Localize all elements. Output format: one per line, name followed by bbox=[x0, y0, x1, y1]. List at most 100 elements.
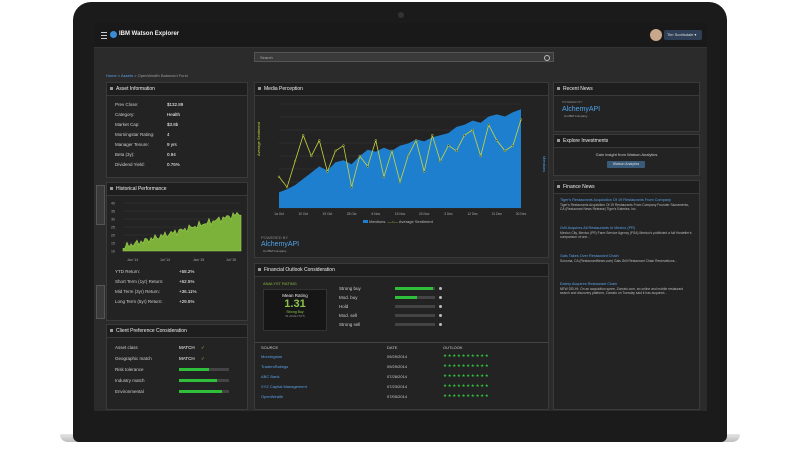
app-title: IBM Watson Explorer bbox=[119, 31, 180, 37]
sentiment-point bbox=[423, 170, 426, 173]
news-item[interactable]: Eatery Acquires Restaurant Chain NEW DELH… bbox=[560, 282, 693, 295]
avatar[interactable] bbox=[650, 29, 662, 41]
y-tick-label: 25 bbox=[111, 226, 115, 230]
return-label: Mid Term (3yr) Return: bbox=[115, 289, 160, 294]
mentions-area bbox=[279, 109, 521, 208]
asset-info-row: Dividend Yield: 0.76% bbox=[115, 162, 180, 167]
outlook-date: 07/28/2014 bbox=[387, 374, 408, 379]
return-label: Short Term (1yr) Return: bbox=[115, 279, 164, 284]
return-row: Mid Term (3yr) Return: +36.11% bbox=[115, 289, 197, 294]
legend-mentions: Mentions bbox=[369, 219, 386, 224]
historical-area bbox=[122, 211, 242, 252]
outlook-date: 07/23/2014 bbox=[387, 384, 408, 389]
media-chart: 1a Oct 10 Oct 19 Oct 28 Oct 6 Nov 15 Nov 24 No… bbox=[256, 103, 547, 216]
breadcrumb-home[interactable]: Home bbox=[106, 73, 117, 78]
sentiment-point bbox=[447, 144, 450, 147]
sentiment-point bbox=[463, 134, 466, 137]
rating-bar-track bbox=[395, 287, 435, 290]
media-legend: Mentions —○— Average Sentiment bbox=[363, 219, 433, 224]
x-tick-label: 19 Oct bbox=[323, 212, 333, 216]
historical-title: Historical Performance bbox=[107, 183, 247, 196]
outlook-stars: ★★★★★★★★★★ bbox=[443, 393, 490, 398]
news-body: Tiger's Restaurants Acquisition Of 19 Re… bbox=[560, 203, 690, 212]
sentiment-point bbox=[277, 175, 281, 178]
sentiment-point bbox=[471, 128, 474, 132]
sentiment-point bbox=[358, 154, 361, 158]
sentiment-point bbox=[406, 154, 410, 158]
watson-analytics-button[interactable]: Watson Analytics bbox=[607, 161, 645, 168]
sentiment-point bbox=[342, 144, 345, 147]
sentiment-point bbox=[334, 149, 337, 152]
match-badge: MATCH bbox=[179, 345, 195, 350]
side-tab-asset-overview[interactable] bbox=[96, 185, 105, 225]
client-pref-panel: Client Preference Consideration Asset cl… bbox=[106, 324, 248, 410]
x-tick-label: 30 Dec bbox=[516, 212, 527, 216]
rating-label: Hold bbox=[339, 304, 349, 309]
news-headline[interactable]: Gals Takes Over Restaurant Chain bbox=[560, 254, 619, 258]
asset-info-label: Market Cap: bbox=[115, 122, 140, 127]
rating-marker bbox=[439, 296, 442, 299]
return-row: YTD Return: +58.2% bbox=[115, 269, 194, 274]
news-headline[interactable]: Grill Acquires All Restaurants In Mexico… bbox=[560, 226, 636, 230]
x-tick-label: Jul '14 bbox=[160, 258, 170, 262]
camera-icon bbox=[398, 12, 404, 18]
news-item[interactable]: Grill Acquires All Restaurants In Mexico… bbox=[560, 226, 693, 239]
outlook-source-link[interactable]: XYZ Capital Management bbox=[261, 384, 307, 389]
return-value: +58.2% bbox=[179, 269, 195, 274]
outlook-source-link[interactable]: ABC Bank bbox=[261, 374, 280, 379]
asset-info-label: Morningstar Rating: bbox=[115, 132, 155, 137]
left-axis-label: Average Sentiment bbox=[256, 121, 261, 156]
search-icon[interactable] bbox=[544, 55, 550, 61]
user-menu-button[interactable]: Tim Scottsdale ▾ bbox=[664, 30, 702, 40]
return-row: Long Term (5yr) Return: +29.5% bbox=[115, 299, 194, 304]
news-headline[interactable]: Tiger's Restaurants Acquisition Of 19 Re… bbox=[560, 198, 671, 202]
finance-news-panel: Finance News Tiger's Restaurants Acquisi… bbox=[553, 180, 700, 410]
y-tick-label: 30 bbox=[111, 218, 115, 222]
outlook-stars: ★★★★★★★★★★ bbox=[443, 353, 490, 358]
outlook-date: 09/29/2014 bbox=[387, 364, 408, 369]
side-tab-client-details[interactable] bbox=[96, 285, 105, 319]
rating-bar-track bbox=[395, 323, 435, 326]
sentiment-point bbox=[519, 118, 523, 121]
outlook-source-link[interactable]: Morningstar bbox=[261, 354, 283, 359]
sentiment-point bbox=[318, 139, 321, 142]
return-label: YTD Return: bbox=[115, 269, 141, 274]
search-input[interactable]: Search bbox=[254, 52, 554, 62]
y-tick-label: 35 bbox=[111, 210, 115, 214]
asset-info-value: Health bbox=[167, 112, 181, 117]
breadcrumb: Home > Assets > OpenWealth Balanced Fund bbox=[106, 73, 188, 78]
news-item[interactable]: Tiger's Restaurants Acquisition Of 19 Re… bbox=[560, 198, 693, 211]
mean-rating-count: 31 ANALYSTS bbox=[285, 314, 305, 318]
outlook-date: 09/29/2014 bbox=[387, 354, 408, 359]
sentiment-point bbox=[398, 180, 402, 184]
sentiment-point bbox=[293, 160, 297, 163]
media-panel: Media Perception 1a Oct 10 Oct 19 Oct 28 Oc… bbox=[254, 82, 549, 258]
media-title: Media Perception bbox=[255, 83, 548, 96]
asset-info-label: Category: bbox=[115, 112, 135, 117]
y-tick-label: 15 bbox=[111, 242, 115, 246]
sentiment-point bbox=[511, 144, 515, 147]
asset-info-value: $3.8b bbox=[167, 122, 179, 127]
analyst-rating-label: ANALYST RATING bbox=[263, 281, 297, 286]
outlook-source-link[interactable]: TradersRatings bbox=[261, 364, 289, 369]
menu-icon[interactable] bbox=[101, 32, 107, 39]
asset-info-label: Dividend Yield: bbox=[115, 162, 145, 167]
rating-bar-fill bbox=[395, 296, 417, 299]
asset-info-row: Prev Close: $132.89 bbox=[115, 102, 183, 107]
asset-info-value: 0.94 bbox=[167, 152, 176, 157]
outlook-source-link[interactable]: OpenWealth bbox=[261, 394, 284, 399]
breadcrumb-assets[interactable]: Assets bbox=[121, 73, 134, 78]
x-tick-label: 3 Dec bbox=[444, 212, 453, 216]
col-source: SOURCE bbox=[261, 345, 279, 350]
news-headline[interactable]: Eatery Acquires Restaurant Chain bbox=[560, 282, 618, 286]
asset-info-panel: Asset Information Prev Close: $132.89 Cate… bbox=[106, 82, 248, 178]
asset-info-value: $132.89 bbox=[167, 102, 184, 107]
news-item[interactable]: Gals Takes Over Restaurant Chain Sonoma, … bbox=[560, 254, 693, 263]
mean-rating-label: Mean Rating bbox=[282, 293, 308, 298]
rating-bar-fill bbox=[395, 287, 433, 290]
recent-news-panel: Recent News POWERED BY AlchemyAPI An IBM… bbox=[553, 82, 700, 132]
x-tick-label: 24 Nov bbox=[419, 212, 430, 216]
recent-powered-by: POWERED BY bbox=[562, 100, 583, 104]
x-tick-label: 1a Oct bbox=[274, 212, 284, 216]
return-label: Long Term (5yr) Return: bbox=[115, 299, 163, 304]
